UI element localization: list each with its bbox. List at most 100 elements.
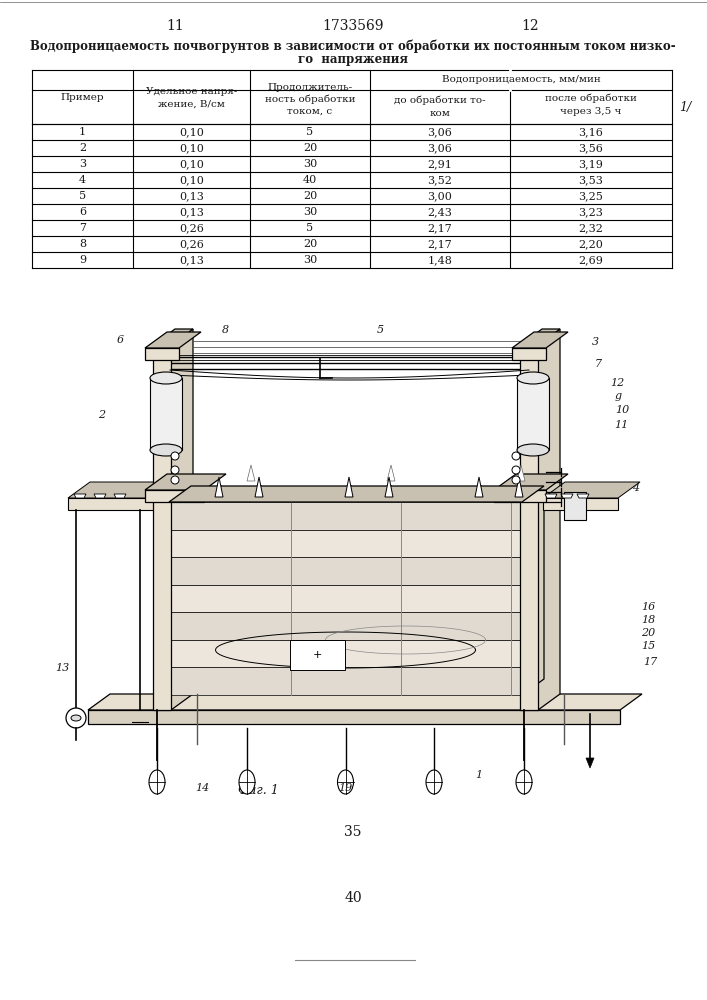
Text: 7: 7 [79,223,86,233]
Text: 0,10: 0,10 [179,175,204,185]
Circle shape [512,476,520,484]
Polygon shape [543,482,640,498]
Text: 1: 1 [79,127,86,137]
Ellipse shape [426,770,442,794]
Polygon shape [169,486,544,502]
Text: 20: 20 [641,628,655,638]
Text: 1: 1 [475,770,483,780]
Circle shape [171,476,179,484]
Text: 16: 16 [641,602,655,612]
Text: Водопроницаемость почвогрунтов в зависимости от обработки их постоянным током ни: Водопроницаемость почвогрунтов в зависим… [30,39,676,53]
Text: 35: 35 [344,825,362,839]
Polygon shape [387,465,395,481]
Text: 5: 5 [79,191,86,201]
Polygon shape [169,612,522,640]
Text: 2,69: 2,69 [578,255,604,265]
Text: 40: 40 [303,175,317,185]
Ellipse shape [337,770,354,794]
Polygon shape [68,498,158,510]
Polygon shape [145,490,204,502]
Text: 6: 6 [117,335,124,345]
Text: 5: 5 [376,325,384,335]
Polygon shape [114,494,126,498]
Ellipse shape [149,770,165,794]
Polygon shape [494,474,568,490]
Ellipse shape [150,372,182,384]
Ellipse shape [517,444,549,456]
Polygon shape [169,640,522,667]
Text: 0,10: 0,10 [179,127,204,137]
Text: ком: ком [430,109,450,118]
Text: 5: 5 [306,223,314,233]
Text: Фиг. 1: Фиг. 1 [238,784,279,796]
Text: ность обработки: ность обработки [264,94,355,104]
Polygon shape [586,758,594,768]
Ellipse shape [150,444,182,456]
Text: 2: 2 [98,410,105,420]
Text: Удельное напря-: Удельное напря- [146,87,237,96]
Text: 30: 30 [303,255,317,265]
Polygon shape [247,465,255,481]
Ellipse shape [239,770,255,794]
Polygon shape [153,345,171,710]
Polygon shape [538,329,560,710]
Text: 0,10: 0,10 [179,159,204,169]
Polygon shape [88,710,620,724]
Text: 20: 20 [303,143,317,153]
Polygon shape [385,477,393,497]
Polygon shape [345,477,353,497]
Text: 11: 11 [166,19,184,33]
Polygon shape [145,348,179,360]
Text: 17: 17 [643,657,658,667]
Polygon shape [543,498,618,510]
Text: 0,26: 0,26 [179,239,204,249]
Polygon shape [561,494,573,498]
Polygon shape [512,332,568,348]
Text: Продолжитель-: Продолжитель- [267,83,353,92]
Text: 7: 7 [595,359,602,369]
Polygon shape [171,329,193,710]
Text: 3: 3 [79,159,86,169]
Text: 9: 9 [79,255,86,265]
Text: 0,13: 0,13 [179,207,204,217]
Text: 8: 8 [221,325,228,335]
Polygon shape [169,502,522,530]
Polygon shape [512,348,546,360]
Text: 3,06: 3,06 [428,127,452,137]
Text: 3,25: 3,25 [578,191,604,201]
Polygon shape [515,477,523,497]
Text: 11: 11 [614,420,629,430]
Polygon shape [215,477,223,497]
Text: 8: 8 [79,239,86,249]
Text: 5: 5 [306,127,314,137]
Circle shape [171,466,179,474]
Text: 2,17: 2,17 [428,223,452,233]
Polygon shape [545,494,557,498]
Polygon shape [255,477,263,497]
Ellipse shape [517,372,549,384]
Text: 4: 4 [79,175,86,185]
Polygon shape [145,332,201,348]
Ellipse shape [71,715,81,721]
Polygon shape [577,494,589,498]
Polygon shape [145,474,226,490]
Polygon shape [74,494,86,498]
Text: 3,23: 3,23 [578,207,604,217]
Text: 2,32: 2,32 [578,223,604,233]
Text: 10: 10 [615,405,629,415]
Text: 0,13: 0,13 [179,255,204,265]
Text: 18: 18 [641,615,655,625]
Text: 20: 20 [303,191,317,201]
Circle shape [512,452,520,460]
Polygon shape [520,345,538,710]
Text: жение, В/см: жение, В/см [158,100,225,108]
Polygon shape [169,557,522,585]
Polygon shape [88,694,642,710]
Text: g: g [615,391,622,401]
Circle shape [171,452,179,460]
Text: 2,17: 2,17 [428,239,452,249]
Polygon shape [169,530,522,557]
Ellipse shape [516,770,532,794]
Text: 2,20: 2,20 [578,239,604,249]
Text: 20: 20 [303,239,317,249]
